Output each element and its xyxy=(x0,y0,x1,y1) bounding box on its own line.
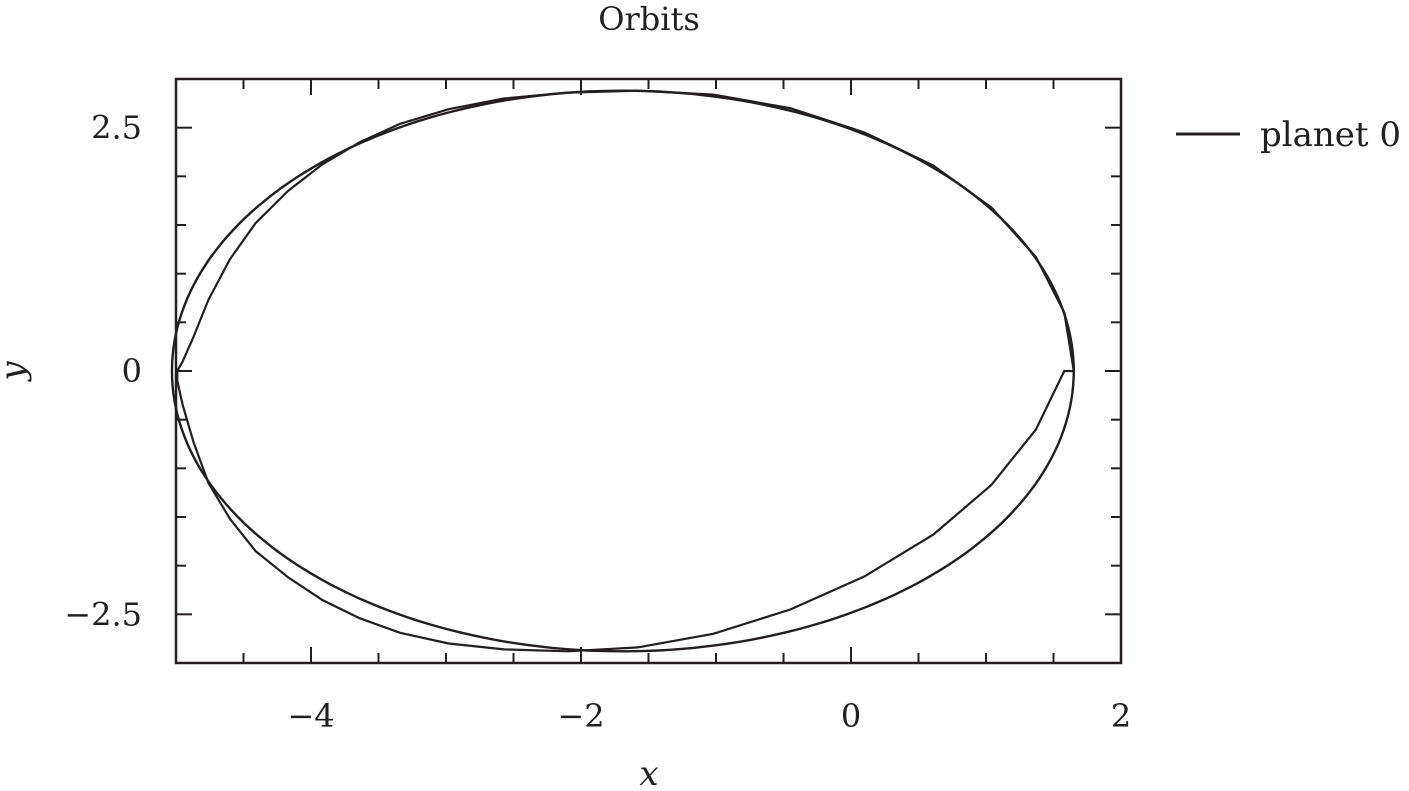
x-axis-ticks: −4 −2 0 2 xyxy=(175,79,1131,735)
y-axis-ticks: −2.5 0 2.5 xyxy=(64,78,1121,664)
legend-label-planet-0: planet 0 xyxy=(1260,115,1401,155)
x-tick-label: 0 xyxy=(841,697,861,735)
chart-title: Orbits xyxy=(598,0,700,38)
legend: planet 0 xyxy=(1176,115,1401,155)
x-tick-label: −4 xyxy=(287,697,334,735)
y-tick-label: 0 xyxy=(122,352,142,390)
plot-area: −4 −2 0 2 −2.5 0 2.5 xyxy=(64,77,1131,735)
x-axis-label: x xyxy=(639,754,658,791)
series-orbit-planet-0 xyxy=(170,89,1075,653)
x-tick-label: 2 xyxy=(1111,697,1131,735)
series-line-planet-0 xyxy=(176,89,1075,653)
y-axis-label: y xyxy=(0,361,33,383)
x-tick-label: −2 xyxy=(557,697,604,735)
y-tick-label: 2.5 xyxy=(91,109,142,147)
series-group xyxy=(170,89,1075,653)
y-tick-label: −2.5 xyxy=(64,595,142,633)
